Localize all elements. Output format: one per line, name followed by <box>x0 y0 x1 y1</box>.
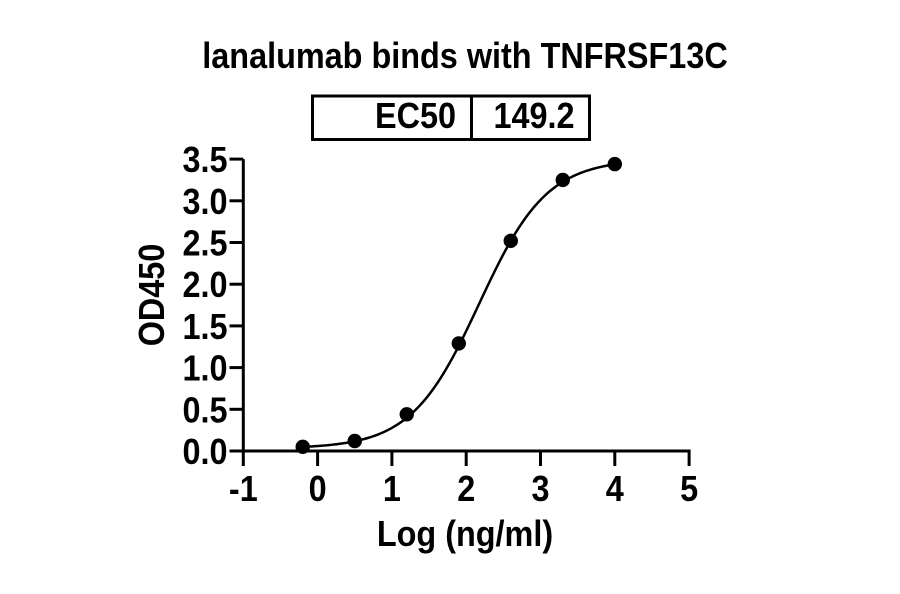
y-tick-label: 2.0 <box>182 266 227 306</box>
ec50-table-border <box>311 94 591 141</box>
x-tick-label: -1 <box>229 469 258 509</box>
ec50-label: EC50 <box>375 96 456 136</box>
y-tick-labels: 0.00.51.01.52.02.53.03.5 <box>182 141 227 473</box>
fit-curve <box>302 163 615 449</box>
y-tick-label: 1.5 <box>182 307 227 347</box>
x-tick-labels: -1 0 1 2 3 4 5 <box>229 469 698 509</box>
x-tick-label: 5 <box>680 469 698 509</box>
y-tick-label: 2.5 <box>182 224 227 264</box>
y-axis-label: OD450 <box>132 244 172 347</box>
chart-title: lanalumab binds with TNFRSF13C <box>202 36 727 76</box>
x-tick-label: 4 <box>606 469 624 509</box>
y-tick-label: 3.0 <box>182 182 227 222</box>
data-point <box>607 156 622 172</box>
x-tick-label: 2 <box>457 469 475 509</box>
y-tick-label: 0.5 <box>182 391 227 431</box>
y-tick-label: 1.0 <box>182 349 227 389</box>
x-tick-label: 0 <box>309 469 327 509</box>
data-point <box>503 233 518 249</box>
data-point <box>451 336 466 351</box>
data-point <box>399 407 414 422</box>
data-series <box>295 156 622 455</box>
data-point <box>295 439 310 455</box>
ec50-value: 149.2 <box>493 96 574 136</box>
y-tick-label: 3.5 <box>182 141 227 181</box>
x-ticks <box>241 451 691 466</box>
x-tick-label: 3 <box>531 469 549 509</box>
data-point <box>347 433 362 449</box>
data-point <box>555 172 570 188</box>
y-tick-label: 0.0 <box>182 432 227 472</box>
x-tick-label: 1 <box>383 469 401 509</box>
ec50-table: EC50 149.2 <box>311 94 591 141</box>
axes <box>241 159 691 453</box>
x-axis-label: Log (ng/ml) <box>377 514 553 554</box>
y-ticks <box>229 157 244 453</box>
